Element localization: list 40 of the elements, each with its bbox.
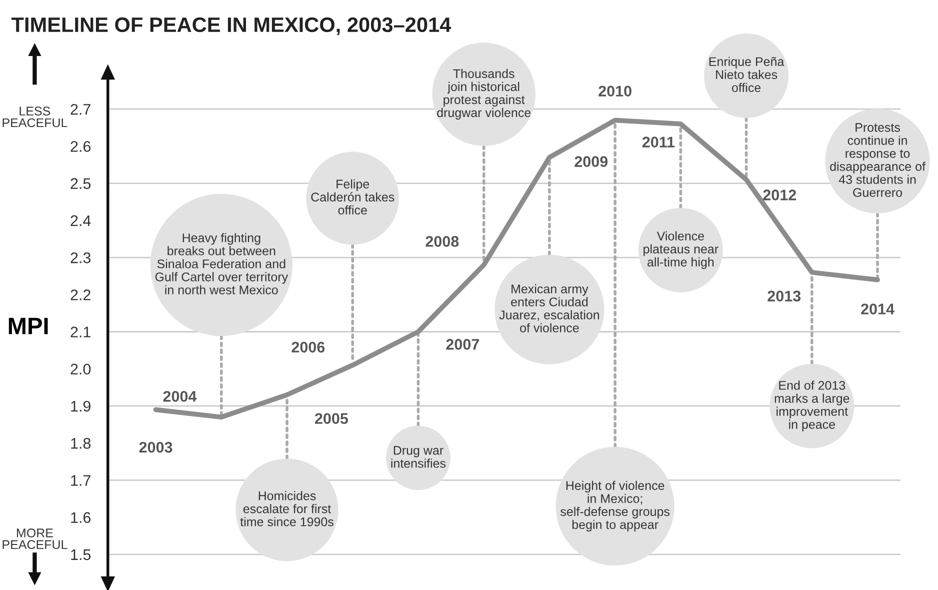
annotation: Height of violence in Mexico; self-defense groups begin to appear	[560, 480, 670, 532]
annotation: Violence plateaus near all-time high	[644, 231, 718, 269]
y-tick-label: 2.5	[70, 178, 91, 189]
annotation: 2005	[314, 413, 348, 424]
annotation: 2012	[763, 190, 796, 200]
annotation: 2007	[446, 338, 479, 350]
y-tick-label: 2.7	[70, 104, 90, 115]
annotation: 2013	[768, 290, 801, 302]
annotation: Enrique Peña Nieto takes office	[709, 56, 784, 92]
annotation: 2004	[163, 390, 197, 402]
annotation: 2003	[139, 442, 172, 453]
annotation: 2008	[426, 236, 459, 247]
y-tick-label: 1.9	[71, 400, 90, 412]
text: MORE PEACEFUL	[2, 528, 68, 550]
y-tick-label: 2.0	[70, 364, 91, 375]
y-tick-label: 1.6	[71, 512, 91, 523]
y-tick-label: 1.8	[71, 438, 91, 449]
annotation: Drug war intensifies	[391, 446, 446, 468]
annotation: 2011	[642, 136, 675, 148]
annotation: Thousands join historical protest against drugwar violence	[437, 68, 531, 120]
annotation: Heavy fighting breaks out between Sinaloa Federation and Gulf Cartel over territory in north west Mexico	[155, 233, 288, 294]
annotation: 2009	[574, 156, 608, 167]
y-tick-label: 1.7	[71, 475, 90, 486]
chart-title: TIMELINE OF PEACE IN MEXICO, 2003–2014	[11, 17, 452, 36]
y-tick-label: 2.3	[70, 252, 91, 264]
y-tick-label: 2.6	[70, 141, 91, 152]
y-tick-label: 1.5	[71, 549, 91, 560]
annotation: 2010	[598, 86, 632, 97]
y-tick-label: 2.2	[70, 290, 90, 300]
annotation: 2006	[292, 342, 325, 353]
y-axis-title: MPI	[8, 318, 48, 334]
annotation: 2014	[861, 304, 894, 314]
y-tick-label: 2.4	[70, 215, 91, 226]
annotation: End of 2013 marks a large improvement in peace	[774, 380, 850, 432]
annotation: Mexican army enters Ciudad Juarez, escalation of violence	[499, 284, 600, 332]
annotation: Felipe Calderón takes office	[311, 179, 394, 215]
annotation: Protests continue in response to disappearance of 43 students in Guerrero	[830, 123, 926, 197]
annotation: Homicides escalate for first time since 1990s	[240, 491, 334, 526]
text: LESS PEACEFUL	[2, 106, 68, 128]
y-tick-label: 2.1	[70, 326, 90, 338]
